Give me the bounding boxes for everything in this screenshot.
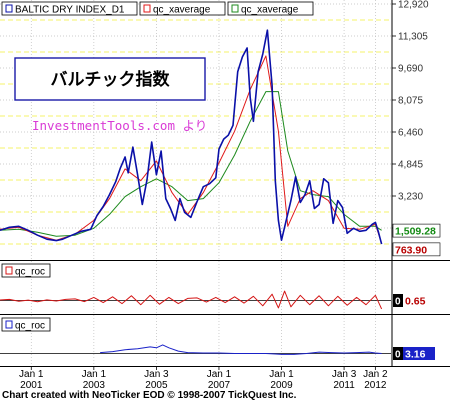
legend-sub2-swatch bbox=[5, 320, 13, 329]
title-box-text: バルチック指数 bbox=[51, 69, 171, 90]
legend-main-text-0: BALTIC DRY INDEX_D1 bbox=[15, 5, 125, 16]
series-roc1-line bbox=[0, 290, 383, 310]
legend-main-swatch-2 bbox=[231, 4, 239, 13]
sub1-zero-box bbox=[393, 294, 403, 307]
y-tick-label-6: 11,305 bbox=[398, 32, 428, 43]
legend-sub2-text: qc_roc bbox=[15, 321, 45, 332]
last-value-box-1 bbox=[392, 242, 441, 257]
sub2-zero-box bbox=[393, 347, 403, 360]
legend-main-item-2 bbox=[227, 1, 314, 16]
x-tick-label-bottom-2: 2005 bbox=[145, 380, 168, 391]
x-tick-label-bottom-1: 2003 bbox=[83, 380, 106, 391]
sub2-value-box bbox=[403, 347, 435, 360]
legend-main-swatch-0 bbox=[5, 4, 13, 13]
title-box-frame bbox=[14, 57, 206, 101]
x-tick-label-bottom-0: 2001 bbox=[20, 380, 43, 391]
watermark-text: InvestmentTools.com より bbox=[32, 118, 207, 133]
legend-sub1-swatch bbox=[5, 266, 13, 275]
legend-sub2: qc_roc bbox=[1, 317, 51, 332]
footer-text: Chart created with NeoTicker EOD © 1998-… bbox=[2, 390, 297, 401]
legend-main: BALTIC DRY INDEX_D1 qc_xaverage qc_xaver… bbox=[1, 1, 314, 16]
x-tick-label-bottom-3: 2007 bbox=[208, 380, 231, 391]
sub1-value-box bbox=[393, 294, 449, 307]
legend-sub1-text: qc_roc bbox=[15, 267, 45, 278]
legend-sub1-frame bbox=[1, 263, 51, 278]
x-tick-label-bottom-5: 2011 bbox=[333, 380, 355, 391]
x-tick-label-bottom-4: 2009 bbox=[270, 380, 293, 391]
title-box: バルチック指数 bbox=[14, 57, 206, 101]
x-tick-label-top-4: Jan 1 bbox=[269, 369, 294, 380]
y-tick-label-4: 8,075 bbox=[398, 96, 423, 107]
series-roc2-line bbox=[100, 344, 382, 355]
series-bdi-line bbox=[0, 29, 383, 245]
x-tick-label-top-2: Jan 3 bbox=[144, 369, 169, 380]
legend-main-item-1 bbox=[139, 1, 226, 16]
sub2-scale: 0 3.16 bbox=[393, 347, 435, 361]
legend-main-text-1: qc_xaverage bbox=[153, 5, 211, 16]
legend-sub2-frame bbox=[1, 317, 51, 332]
y-tick-label-5: 9,690 bbox=[398, 64, 423, 75]
x-tick-label-top-3: Jan 1 bbox=[207, 369, 232, 380]
last-value-box-0 bbox=[392, 223, 441, 238]
y-tick-label-2: 4,845 bbox=[398, 160, 423, 171]
y-tick-label-1: 3,230 bbox=[398, 192, 423, 203]
y-tick-label-7: 12,920 bbox=[398, 0, 429, 11]
x-tick-label-bottom-6: 2012 bbox=[364, 380, 387, 391]
x-tick-label-top-0: Jan 1 bbox=[19, 369, 44, 380]
legend-sub1: qc_roc bbox=[1, 263, 51, 278]
legend-main-item-0 bbox=[1, 1, 138, 16]
series-layer bbox=[0, 29, 383, 355]
x-tick-label-top-6: Jan 2 bbox=[363, 369, 388, 380]
legend-main-swatch-1 bbox=[143, 4, 151, 13]
legend-main-text-2: qc_xaverage bbox=[241, 5, 299, 16]
sub1-zero-label: 0 bbox=[395, 297, 401, 308]
sub1-scale: 0 0.65 bbox=[393, 294, 449, 308]
last-value-label-1: 763.90 bbox=[395, 244, 427, 256]
sub2-zero-label: 0 bbox=[395, 350, 401, 361]
x-tick-label-top-5: Jan 3 bbox=[332, 369, 357, 380]
axis-layer: 1,6153,2304,8456,4608,0759,69011,30512,9… bbox=[19, 0, 441, 391]
x-tick-label-top-1: Jan 1 bbox=[82, 369, 107, 380]
y-tick-label-3: 6,460 bbox=[398, 128, 423, 139]
sub1-value-label: 0.65 bbox=[405, 296, 426, 308]
last-value-label-0: 1,509.28 bbox=[395, 226, 436, 238]
sub2-value-label: 3.16 bbox=[405, 349, 426, 361]
series-xaverage-slow-line bbox=[0, 91, 382, 237]
